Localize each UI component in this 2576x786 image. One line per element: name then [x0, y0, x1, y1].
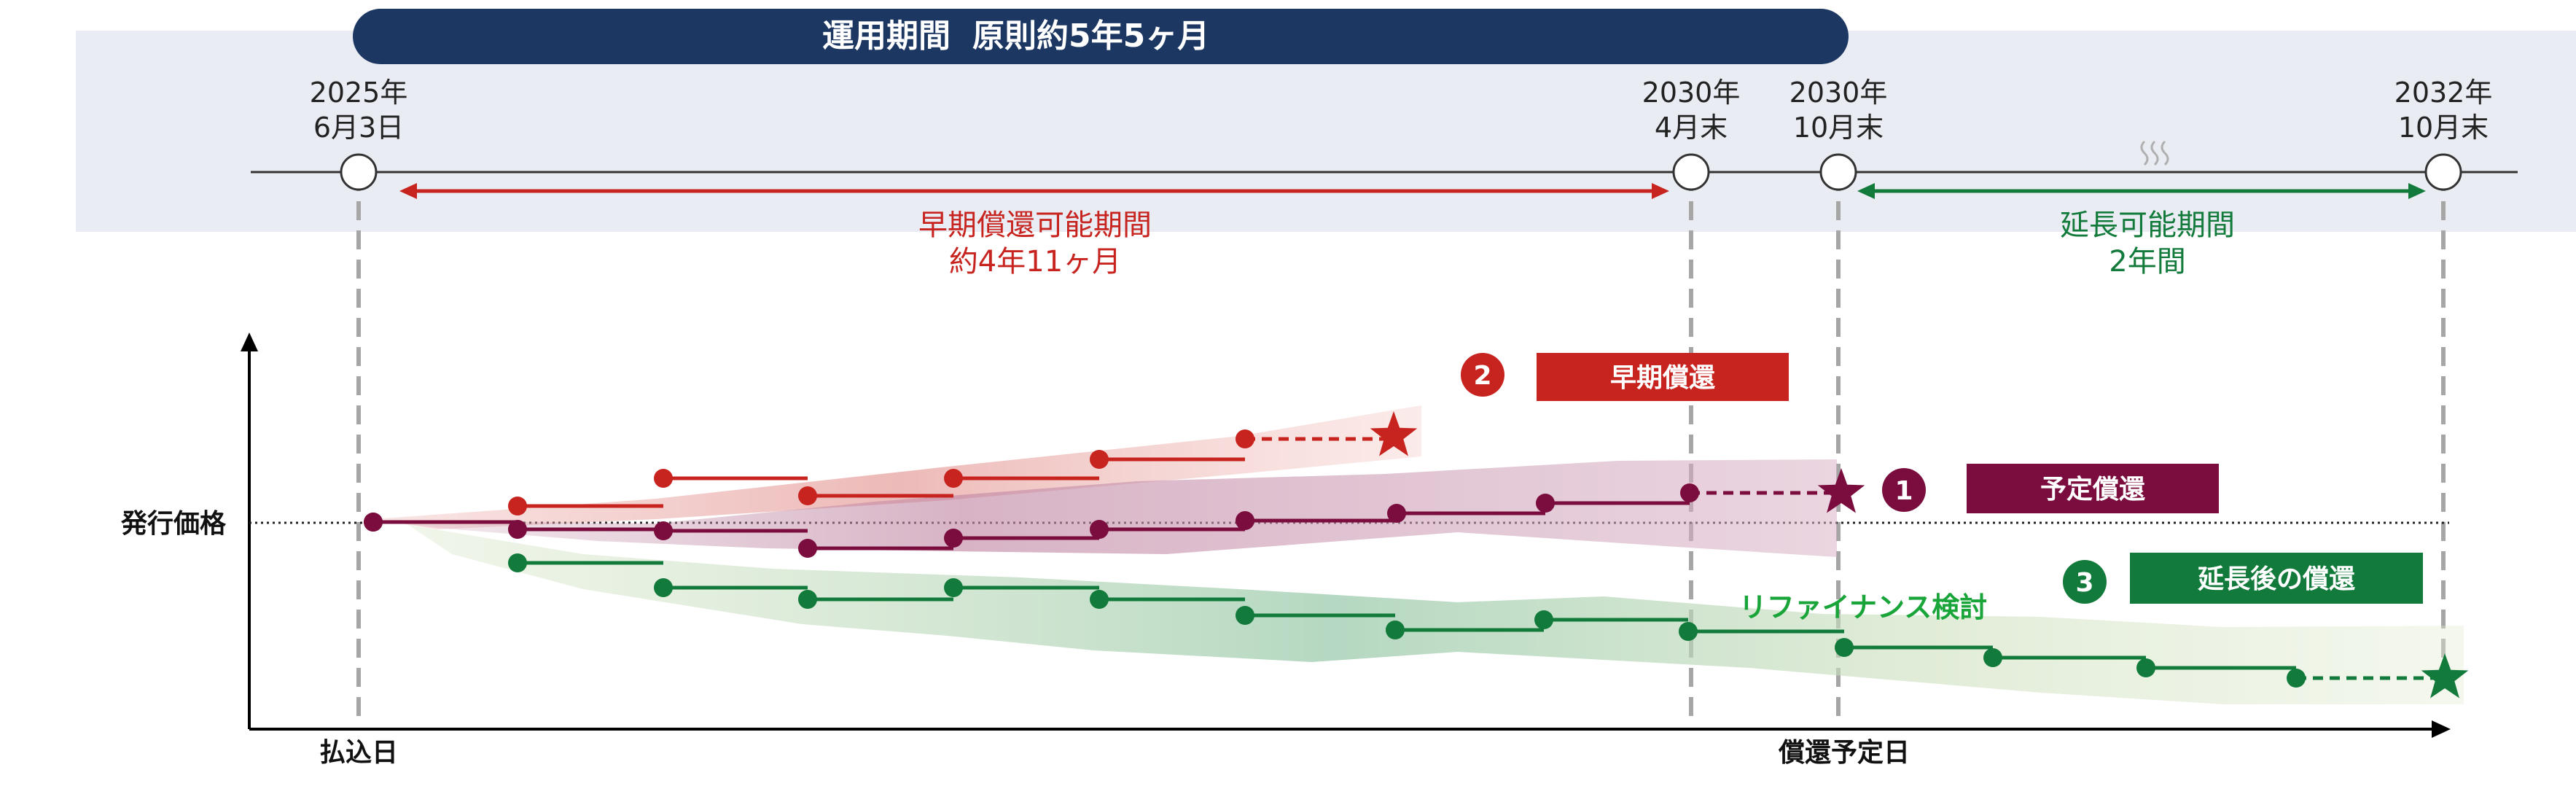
legend-extended-label: 延長後の償還: [2198, 564, 2355, 594]
date-maturity-day: 10月末: [1793, 112, 1884, 144]
legend-scheduled-box: [1967, 464, 2219, 513]
legend-scheduled-badge: [1882, 468, 1926, 512]
extended-point: [1386, 620, 1405, 639]
early-period-label: 早期償還可能期間: [918, 209, 1152, 242]
early-point: [654, 469, 673, 488]
legend-extended-number: 3: [2075, 568, 2093, 598]
early-point: [508, 497, 527, 515]
scheduled-point: [508, 520, 527, 539]
date-early-end-year: 2030年: [1642, 77, 1741, 109]
early-point: [1236, 429, 1254, 448]
legend-early-label: 早期償還: [1610, 363, 1715, 393]
legend-extended-badge: [2063, 560, 2107, 604]
timeline-node-extended: [2424, 153, 2462, 191]
extended-point: [1679, 622, 1698, 641]
extension-period-label: 延長可能期間: [2060, 209, 2235, 242]
legend-extended: 3 延長後の償還: [2063, 553, 2423, 604]
date-extended-year: 2032年: [2394, 77, 2493, 109]
extended-path: [508, 553, 2469, 699]
date-start-day: 6月3日: [313, 112, 404, 144]
extended-point: [2287, 669, 2306, 688]
legend-scheduled-number: 1: [1894, 476, 1913, 506]
early-redemption-star-icon: [1370, 411, 1418, 456]
early-point: [1090, 450, 1109, 469]
timeline-break-icon: [2140, 140, 2169, 166]
scheduled-point: [1387, 504, 1406, 523]
early-point: [798, 486, 817, 505]
timeline-node-maturity: [1819, 153, 1857, 191]
extension-band: [408, 525, 2464, 704]
scheduled-point: [1236, 511, 1254, 530]
period-value: 原則約5年5ヶ月: [972, 17, 1209, 55]
scheduled-point: [1536, 494, 1555, 513]
legend-early-badge: [1461, 353, 1504, 397]
date-maturity-year: 2030年: [1789, 77, 1888, 109]
extended-point: [1835, 638, 1854, 657]
scheduled-path: [364, 468, 1865, 558]
timeline-node-start: [340, 153, 378, 191]
legend-early-box: [1537, 353, 1789, 401]
payment-date-label: 払込日: [319, 738, 398, 768]
early-point: [944, 469, 963, 488]
redemption-date-label: 償還予定日: [1778, 738, 1910, 768]
date-early-end-day: 4月末: [1655, 112, 1728, 144]
extended-point: [654, 578, 673, 597]
date-extended-day: 10月末: [2398, 112, 2489, 144]
extended-point: [798, 590, 817, 609]
scheduled-point: [1090, 520, 1109, 539]
legend-early: 2 早期償還: [1461, 353, 1789, 401]
chart-axes: [241, 332, 2451, 738]
extended-point: [1983, 648, 2002, 667]
scheduled-point: [654, 521, 673, 540]
scheduled-point: [1680, 483, 1699, 502]
legend-early-number: 2: [1473, 361, 1491, 391]
extended-point: [944, 578, 963, 597]
extended-point: [1534, 610, 1553, 629]
issue-price-label: 発行価格: [121, 509, 227, 539]
price-paths: [364, 411, 2469, 699]
early-period-duration: 約4年11ヶ月: [949, 245, 1121, 279]
extended-point: [2136, 658, 2155, 677]
period-header: [353, 9, 1849, 64]
legend-scheduled: 1 予定償還: [1882, 464, 2219, 513]
period-label: 運用期間: [822, 17, 951, 55]
scheduled-point: [944, 529, 963, 548]
extension-period-duration: 2年間: [2109, 245, 2185, 279]
early-period-arrow: [399, 183, 1669, 199]
scheduled-point: [364, 513, 383, 532]
refinance-label: リファイナンス検討: [1739, 591, 1987, 623]
date-start-year: 2025年: [310, 77, 408, 109]
extended-redemption-star-icon: [2421, 653, 2469, 699]
early-band: [373, 405, 1421, 529]
scheduled-point: [798, 539, 817, 558]
legend-scheduled-label: 予定償還: [2040, 475, 2145, 505]
extension-period-arrow: [1857, 183, 2426, 199]
extended-point: [508, 553, 527, 572]
extended-point: [1090, 590, 1109, 609]
timeline-node-early-end: [1672, 153, 1710, 191]
legend-extended-box: [2130, 553, 2423, 604]
scheduled-redemption-star-icon: [1817, 468, 1865, 513]
extended-point: [1236, 606, 1254, 625]
